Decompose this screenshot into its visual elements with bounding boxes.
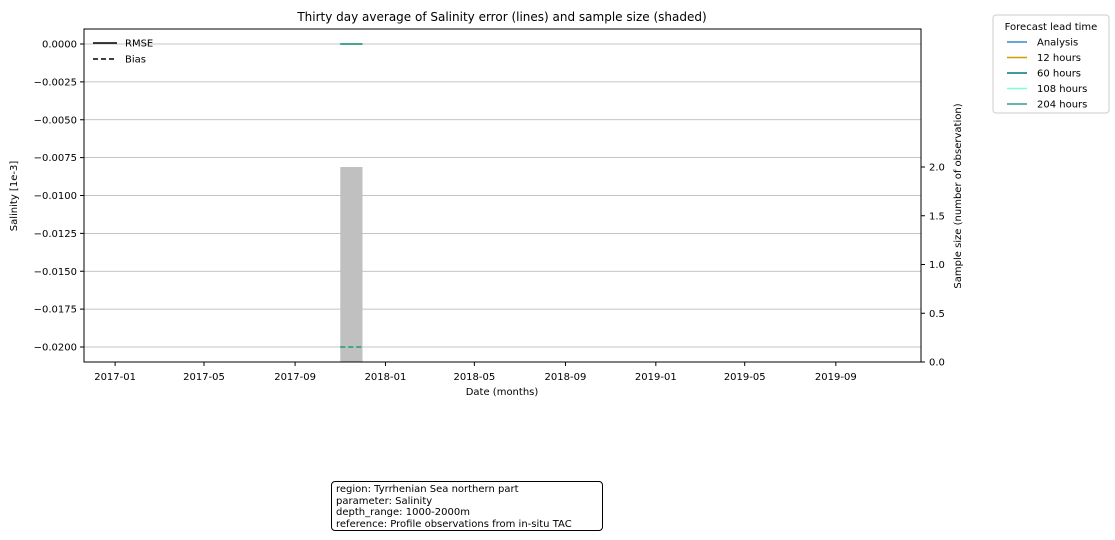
info-parameter: parameter: Salinity <box>336 495 433 507</box>
forecast-legend-label: 204 hours <box>1037 100 1087 111</box>
line-style-legend-label: RMSE <box>125 39 153 50</box>
line-style-legend-label: Bias <box>125 55 146 66</box>
info-region: region: Tyrrhenian Sea northern part <box>336 484 519 495</box>
forecast-legend: Forecast lead time Analysis 12 hours 60 hou… <box>992 14 1110 114</box>
y2-axis-label: Sample size (number of observation) <box>953 103 964 288</box>
y-tick-label: −0.0025 <box>34 77 77 88</box>
x-tick-label: 2017-09 <box>274 372 316 383</box>
bar-layer <box>340 167 363 362</box>
x-tick-label: 2017-05 <box>183 372 225 383</box>
y-tick-label: −0.0125 <box>34 229 77 240</box>
y-tick-label: −0.0150 <box>34 267 77 278</box>
y-tick-label: −0.0175 <box>34 305 77 316</box>
forecast-legend-title: Forecast lead time <box>1005 22 1098 33</box>
y-axis-label: Salinity [1e-3] <box>9 161 20 232</box>
info-box: region: Tyrrhenian Sea northern part par… <box>331 481 603 531</box>
y-tick-label: −0.0050 <box>34 115 77 126</box>
y-tick-label: −0.0200 <box>34 343 77 354</box>
forecast-legend-label: 12 hours <box>1037 53 1081 64</box>
y2-tick-label: 1.5 <box>929 211 945 222</box>
info-reference: reference: Profile observations from in-… <box>336 518 572 530</box>
y-tick-label: −0.0100 <box>34 191 77 202</box>
y-axis: 0.0000 −0.0025 −0.0050 −0.0075 −0.0100 −0.012… <box>34 40 84 354</box>
x-tick-label: 2018-09 <box>545 372 587 383</box>
y2-tick-label: 0.0 <box>929 358 945 369</box>
x-axis: 2017-01 2017-05 2017-09 2018-01 2018-05 2018-… <box>94 362 857 383</box>
chart-title: Thirty day average of Salinity error (li… <box>296 10 706 24</box>
sample-size-bar <box>340 167 363 362</box>
x-tick-label: 2019-09 <box>815 372 857 383</box>
x-tick-label: 2017-01 <box>94 372 136 383</box>
x-tick-label: 2019-05 <box>724 372 766 383</box>
grid-layer <box>84 43 921 348</box>
x-tick-label: 2018-05 <box>453 372 495 383</box>
y2-tick-label: 2.0 <box>929 163 945 174</box>
x-tick-label: 2018-01 <box>365 372 407 383</box>
forecast-legend-label: Analysis <box>1037 38 1078 49</box>
y2-axis: 0.0 0.5 1.0 1.5 2.0 <box>921 163 945 369</box>
y-tick-label: 0.0000 <box>42 40 77 51</box>
forecast-legend-label: 60 hours <box>1037 69 1081 80</box>
line-layer <box>340 43 363 348</box>
x-tick-label: 2019-01 <box>635 372 677 383</box>
y2-tick-label: 0.5 <box>929 309 945 320</box>
x-axis-label: Date (months) <box>466 387 539 398</box>
y-tick-label: −0.0075 <box>34 153 77 164</box>
forecast-legend-label: 108 hours <box>1037 84 1087 95</box>
y2-tick-label: 1.0 <box>929 260 945 271</box>
line-style-legend: RMSE Bias <box>93 39 153 66</box>
info-depth-range: depth_range: 1000-2000m <box>336 507 470 518</box>
